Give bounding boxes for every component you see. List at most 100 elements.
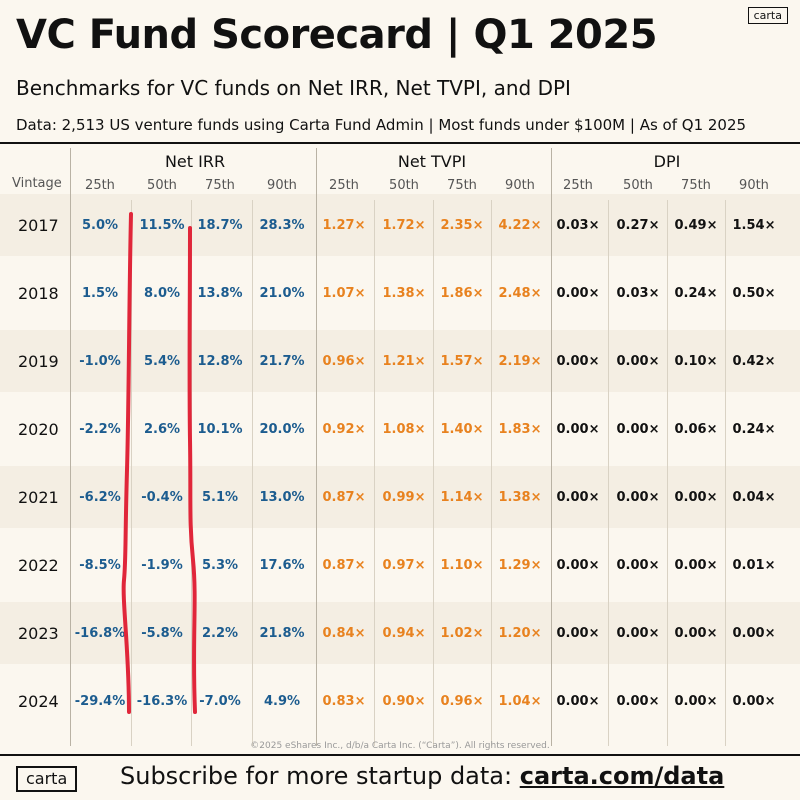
dpi-cell: 0.00× bbox=[556, 694, 600, 709]
dpi-cell: 0.00× bbox=[556, 626, 600, 641]
column-divider bbox=[70, 148, 71, 746]
irr-cell: -2.2% bbox=[79, 422, 121, 437]
column-divider bbox=[252, 200, 253, 746]
column-divider bbox=[667, 200, 668, 746]
irr-cell: 13.0% bbox=[259, 490, 305, 505]
dpi-cell: 0.01× bbox=[732, 558, 776, 573]
column-divider bbox=[316, 148, 317, 746]
dpi-cell: 0.00× bbox=[674, 626, 718, 641]
tvpi-cell: 0.83× bbox=[322, 694, 366, 709]
dpi-cell: 0.03× bbox=[616, 286, 660, 301]
page-subtitle: Benchmarks for VC funds on Net IRR, Net … bbox=[16, 76, 571, 100]
irr-cell: -7.0% bbox=[199, 694, 241, 709]
tvpi-cell: 1.08× bbox=[382, 422, 426, 437]
column-divider bbox=[131, 200, 132, 746]
column-header: 75th bbox=[681, 178, 711, 193]
cta-link[interactable]: carta.com/data bbox=[519, 762, 725, 790]
dpi-cell: 0.24× bbox=[674, 286, 718, 301]
column-header: 50th bbox=[147, 178, 177, 193]
column-header: 50th bbox=[389, 178, 419, 193]
table-row bbox=[0, 194, 800, 256]
dpi-cell: 1.54× bbox=[732, 218, 776, 233]
dpi-cell: 0.00× bbox=[616, 490, 660, 505]
vintage-year: 2023 bbox=[18, 624, 59, 643]
tvpi-cell: 1.21× bbox=[382, 354, 426, 369]
table-row bbox=[0, 330, 800, 392]
tvpi-cell: 2.35× bbox=[440, 218, 484, 233]
column-divider bbox=[374, 200, 375, 746]
tvpi-cell: 1.40× bbox=[440, 422, 484, 437]
dpi-cell: 0.00× bbox=[556, 422, 600, 437]
tvpi-cell: 1.14× bbox=[440, 490, 484, 505]
irr-cell: 5.3% bbox=[201, 558, 239, 573]
cta-text: Subscribe for more startup data: bbox=[120, 762, 520, 790]
tvpi-cell: 0.84× bbox=[322, 626, 366, 641]
vintage-year: 2017 bbox=[18, 216, 59, 235]
vintage-header: Vintage bbox=[12, 176, 62, 191]
dpi-cell: 0.00× bbox=[556, 490, 600, 505]
dpi-cell: 0.00× bbox=[674, 490, 718, 505]
tvpi-cell: 1.83× bbox=[498, 422, 542, 437]
column-header: 90th bbox=[505, 178, 535, 193]
tvpi-cell: 1.38× bbox=[498, 490, 542, 505]
vintage-year: 2022 bbox=[18, 556, 59, 575]
group-label-2: DPI bbox=[653, 152, 681, 171]
irr-cell: 17.6% bbox=[259, 558, 305, 573]
irr-cell: 21.0% bbox=[259, 286, 305, 301]
tvpi-cell: 0.96× bbox=[322, 354, 366, 369]
irr-cell: -0.4% bbox=[141, 490, 183, 505]
footer-rule bbox=[0, 754, 800, 756]
irr-cell: 4.9% bbox=[263, 694, 301, 709]
copyright-note: ©2025 eShares Inc., d/b/a Carta Inc. (“C… bbox=[250, 741, 550, 751]
column-divider bbox=[191, 200, 192, 746]
irr-cell: 5.0% bbox=[81, 218, 119, 233]
group-label-1: Net TVPI bbox=[397, 152, 467, 171]
dpi-cell: 0.00× bbox=[556, 354, 600, 369]
irr-cell: 18.7% bbox=[197, 218, 243, 233]
data-source-note: Data: 2,513 US venture funds using Carta… bbox=[16, 116, 747, 134]
dpi-cell: 0.00× bbox=[732, 626, 776, 641]
column-divider bbox=[725, 200, 726, 746]
tvpi-cell: 0.99× bbox=[382, 490, 426, 505]
carta-logo-bottom: carta bbox=[16, 766, 78, 792]
vintage-year: 2024 bbox=[18, 692, 59, 711]
dpi-cell: 0.49× bbox=[674, 218, 718, 233]
column-header: 90th bbox=[267, 178, 297, 193]
tvpi-cell: 0.90× bbox=[382, 694, 426, 709]
irr-cell: 2.6% bbox=[143, 422, 181, 437]
irr-cell: 8.0% bbox=[143, 286, 181, 301]
table-row bbox=[0, 602, 800, 664]
tvpi-cell: 0.87× bbox=[322, 558, 366, 573]
irr-cell: -5.8% bbox=[141, 626, 183, 641]
dpi-cell: 0.50× bbox=[732, 286, 776, 301]
column-divider bbox=[433, 200, 434, 746]
tvpi-cell: 1.86× bbox=[440, 286, 484, 301]
dpi-cell: 0.42× bbox=[732, 354, 776, 369]
irr-cell: 10.1% bbox=[197, 422, 243, 437]
page-title: VC Fund Scorecard | Q1 2025 bbox=[16, 12, 658, 58]
dpi-cell: 0.00× bbox=[616, 422, 660, 437]
irr-cell: -6.2% bbox=[79, 490, 121, 505]
irr-cell: 5.4% bbox=[143, 354, 181, 369]
irr-cell: 21.8% bbox=[259, 626, 305, 641]
tvpi-cell: 1.38× bbox=[382, 286, 426, 301]
column-header: 25th bbox=[85, 178, 115, 193]
tvpi-cell: 1.10× bbox=[440, 558, 484, 573]
irr-cell: 5.1% bbox=[201, 490, 239, 505]
irr-cell: -1.9% bbox=[141, 558, 183, 573]
column-header: 50th bbox=[623, 178, 653, 193]
tvpi-cell: 1.02× bbox=[440, 626, 484, 641]
irr-cell: -16.3% bbox=[136, 694, 188, 709]
column-header: 75th bbox=[205, 178, 235, 193]
header-rule bbox=[0, 142, 800, 144]
vintage-year: 2021 bbox=[18, 488, 59, 507]
dpi-cell: 0.03× bbox=[556, 218, 600, 233]
tvpi-cell: 1.57× bbox=[440, 354, 484, 369]
vintage-year: 2018 bbox=[18, 284, 59, 303]
dpi-cell: 0.00× bbox=[556, 286, 600, 301]
tvpi-cell: 1.04× bbox=[498, 694, 542, 709]
tvpi-cell: 0.94× bbox=[382, 626, 426, 641]
dpi-cell: 0.10× bbox=[674, 354, 718, 369]
group-label-0: Net IRR bbox=[164, 152, 226, 171]
column-divider bbox=[491, 200, 492, 746]
